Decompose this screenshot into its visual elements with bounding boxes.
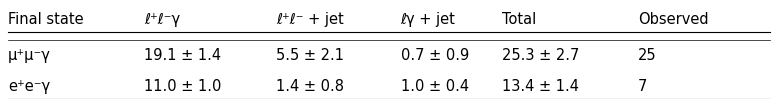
Text: 5.5 ± 2.1: 5.5 ± 2.1 <box>276 48 344 63</box>
Text: 19.1 ± 1.4: 19.1 ± 1.4 <box>144 48 221 63</box>
Text: 1.4 ± 0.8: 1.4 ± 0.8 <box>276 79 344 94</box>
Text: 7: 7 <box>638 79 647 94</box>
Text: e⁺e⁻γ: e⁺e⁻γ <box>8 79 50 94</box>
Text: 1.0 ± 0.4: 1.0 ± 0.4 <box>401 79 469 94</box>
Text: Final state: Final state <box>8 12 83 27</box>
Text: ℓγ + jet: ℓγ + jet <box>401 12 456 27</box>
Text: 25.3 ± 2.7: 25.3 ± 2.7 <box>502 48 579 63</box>
Text: 25: 25 <box>638 48 657 63</box>
Text: Total: Total <box>502 12 536 27</box>
Text: 0.7 ± 0.9: 0.7 ± 0.9 <box>401 48 469 63</box>
Text: ℓ⁺ℓ⁻γ: ℓ⁺ℓ⁻γ <box>144 12 180 27</box>
Text: μ⁺μ⁻γ: μ⁺μ⁻γ <box>8 48 51 63</box>
Text: 13.4 ± 1.4: 13.4 ± 1.4 <box>502 79 579 94</box>
Text: Observed: Observed <box>638 12 709 27</box>
Text: ℓ⁺ℓ⁻ + jet: ℓ⁺ℓ⁻ + jet <box>276 12 344 27</box>
Text: 11.0 ± 1.0: 11.0 ± 1.0 <box>144 79 221 94</box>
